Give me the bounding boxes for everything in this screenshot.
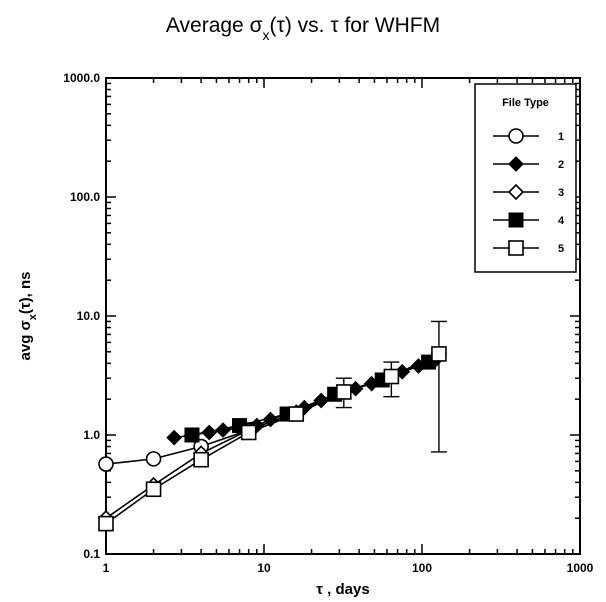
legend-marker-1	[508, 128, 524, 144]
y-axis-label: avg σx(τ), ns	[17, 272, 39, 361]
point-series-4	[184, 427, 200, 443]
y-tick-label: 1000.0	[63, 71, 100, 85]
y-label-subscript: x	[27, 313, 39, 320]
point-series-2	[215, 422, 231, 438]
x-axis-label: τ , days	[316, 581, 369, 598]
y-label-part: avg σ	[17, 320, 34, 360]
legend-marker-2	[508, 156, 524, 172]
x-tick-label: 10	[257, 561, 271, 575]
legend-label-1: 1	[558, 131, 564, 143]
y-tick-label: 10.0	[77, 309, 101, 323]
title-part-rest: (τ) vs. τ for WHFM	[270, 14, 441, 37]
x-tick-label: 1	[103, 561, 110, 575]
point-series-2	[262, 411, 279, 428]
point-series-1	[145, 451, 162, 467]
point-series-2	[248, 417, 265, 434]
point-series-5	[383, 368, 400, 385]
point-series-5	[193, 451, 209, 468]
legend-marker-4	[508, 212, 524, 228]
series-markers	[97, 345, 448, 532]
chart-title: Average σx(τ) vs. τ for WHFM	[166, 14, 440, 43]
legend-label-3: 3	[558, 187, 564, 199]
legend-marker-3	[507, 183, 525, 201]
point-series-2	[201, 424, 218, 441]
y-label-part-rest: (τ), ns	[17, 272, 34, 315]
legend-title: File Type	[502, 97, 549, 109]
chart-title-text: Average σx(τ) vs. τ for WHFM	[166, 14, 440, 43]
y-tick-label: 1.0	[83, 428, 100, 442]
point-series-5	[288, 406, 305, 422]
point-series-2	[166, 429, 183, 446]
point-series-5	[145, 481, 162, 498]
point-series-2	[313, 392, 330, 409]
series-line-1	[105, 429, 249, 465]
axis-labels: τ , days avg σx(τ), ns	[17, 272, 370, 598]
legend-label-4: 4	[558, 215, 565, 227]
point-series-5	[431, 346, 447, 362]
point-series-5	[240, 424, 257, 441]
title-part: Average σ	[166, 14, 263, 37]
legend-box	[474, 83, 577, 273]
legend-label-5: 5	[558, 243, 564, 255]
error-bars	[335, 320, 447, 453]
point-series-5	[336, 384, 352, 400]
x-tick-label: 1000	[567, 561, 594, 575]
tick-labels: 1 10 100 1000 0.1 1.0 10.0 100.0 1000.0	[63, 71, 593, 575]
point-series-5	[98, 515, 114, 532]
title-subscript: x	[263, 27, 270, 43]
legend-marker-5	[508, 240, 524, 256]
point-series-1	[98, 456, 114, 472]
y-tick-label: 100.0	[70, 190, 100, 204]
legend: File Type 1 2 3 4 5	[474, 83, 577, 273]
y-tick-label: 0.1	[83, 547, 100, 561]
x-tick-label: 100	[412, 561, 432, 575]
legend-label-2: 2	[558, 159, 564, 171]
